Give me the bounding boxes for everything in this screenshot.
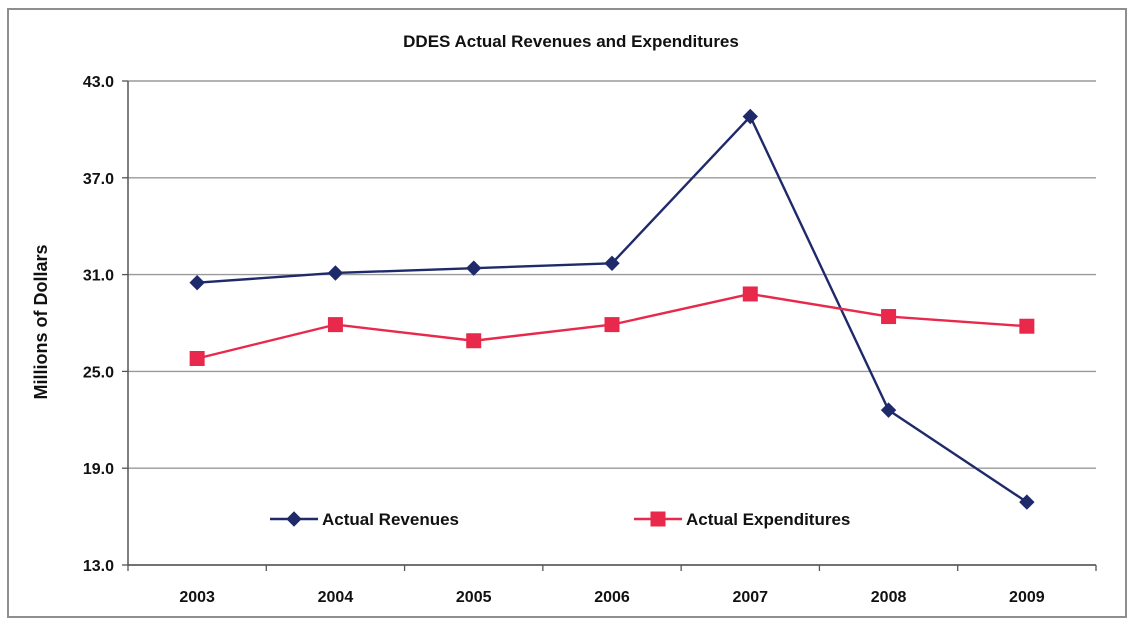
x-tick-label: 2006 [594,589,630,606]
legend-marker [286,511,302,527]
legend-label: Actual Revenues [322,510,459,529]
data-point [466,260,482,276]
series-line [197,115,1028,504]
x-tick-label: 2004 [318,589,354,606]
data-point [189,274,205,291]
series-layer [189,108,1035,510]
data-point [742,108,758,125]
y-tick-label: 43.0 [83,74,114,91]
x-tick-label: 2003 [179,589,215,606]
x-tick-label: 2007 [732,589,768,606]
data-point [742,286,758,302]
tick-layer: 43.0 37.0 31.0 25.0 19.0 13.0 2003 2004 2005 2006… [83,74,1045,606]
data-point [189,350,205,366]
data-point [604,317,620,333]
y-tick-label: 25.0 [83,364,114,381]
data-point [327,265,344,281]
legend-layer: Actual Revenues Actual Expenditures [270,510,850,529]
data-point [881,309,897,325]
y-tick-label: 13.0 [83,558,114,575]
series-expenditures [189,286,1035,366]
legend-item-revenues: Actual Revenues [270,510,459,529]
series-revenues [189,108,1035,510]
legend-item-expenditures: Actual Expenditures [634,510,850,529]
chart-frame [7,8,1127,618]
data-point [604,255,620,272]
data-point [1019,318,1035,334]
x-tick-label: 2009 [1009,589,1045,606]
legend-label: Actual Expenditures [686,510,850,529]
x-tick-label: 2008 [871,589,907,606]
x-tick-label: 2005 [456,589,492,606]
data-point [327,317,343,333]
legend-marker [650,511,666,527]
y-tick-label: 19.0 [83,461,114,478]
data-point [880,402,897,418]
y-tick-label: 31.0 [83,268,114,285]
chart-title: DDES Actual Revenues and Expenditures [403,32,739,51]
y-tick-label: 37.0 [83,171,114,188]
axes-layer [122,80,1097,571]
data-point [1019,494,1035,510]
y-axis-label: Millions of Dollars [31,244,51,399]
data-point [466,333,482,349]
